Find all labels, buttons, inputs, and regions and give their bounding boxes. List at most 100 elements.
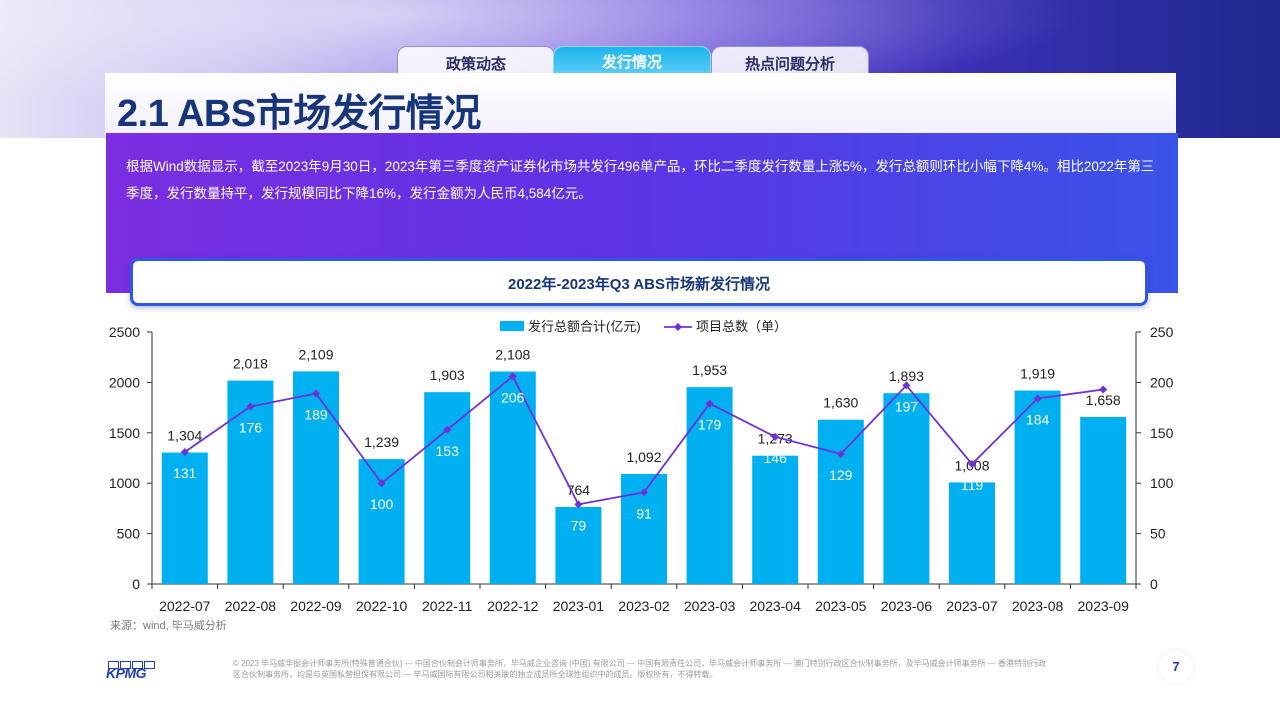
right-tick-label: 200 (1150, 374, 1174, 390)
chart-title-box: 2022年-2023年Q3 ABS市场新发行情况 (130, 258, 1148, 306)
project-count-point (902, 381, 911, 390)
bar-2023-02 (621, 473, 667, 584)
bar-value-label: 1,008 (954, 457, 989, 473)
bar-value-label: 1,239 (364, 434, 399, 450)
bar-value-label: 1,304 (167, 428, 202, 444)
project-count-point (312, 389, 320, 398)
project-count-point (640, 488, 648, 497)
left-tick-label: 1000 (109, 475, 140, 491)
bar-value-label: 1,092 (626, 449, 661, 465)
x-tick-label: 2023-07 (946, 598, 998, 614)
project-count-point (705, 399, 714, 408)
x-tick-label: 2023-02 (618, 598, 670, 614)
source-note: 来源：wind, 毕马威分析 (110, 620, 227, 632)
project-count-label: 189 (304, 406, 328, 422)
x-tick-label: 2023-01 (553, 598, 605, 614)
left-tick-label: 2000 (109, 374, 140, 390)
left-tick-label: 1500 (109, 425, 140, 441)
logo-boxes-icon (108, 656, 158, 669)
x-tick-label: 2023-09 (1078, 598, 1130, 614)
project-count-point (771, 432, 780, 441)
bar-2023-05 (817, 419, 864, 584)
project-count-label: 129 (829, 467, 853, 483)
x-tick-label: 2022-10 (356, 598, 408, 614)
bar-value-label: 1,919 (1020, 366, 1055, 382)
bar-value-label: 2,018 (233, 356, 268, 372)
legend-bar-swatch (500, 321, 524, 331)
project-count-point (968, 460, 976, 469)
right-tick-label: 0 (1150, 576, 1158, 592)
x-tick-label: 2023-04 (750, 598, 802, 614)
x-tick-label: 2022-08 (225, 598, 277, 614)
x-tick-label: 2023-06 (881, 598, 933, 614)
project-count-label: 131 (173, 465, 197, 481)
project-count-label: 176 (239, 420, 263, 436)
project-count-label: 91 (636, 505, 652, 521)
x-tick-label: 2022-07 (159, 598, 211, 614)
project-count-point (1099, 385, 1108, 394)
project-count-label: 153 (436, 443, 460, 459)
summary-text: 根据Wind数据显示，截至2023年9月30日，2023年第三季度资产证券化市场… (126, 159, 1155, 201)
right-tick-label: 50 (1150, 526, 1166, 542)
bar-2022-10 (358, 459, 405, 584)
project-count-point (1033, 394, 1042, 403)
bar-2023-04 (752, 455, 799, 584)
right-tick-label: 150 (1150, 425, 1174, 441)
project-count-point (377, 479, 386, 488)
bar-2023-09 (1080, 416, 1127, 584)
x-tick-label: 2023-05 (815, 598, 867, 614)
project-count-label: 119 (961, 477, 984, 493)
left-tick-label: 2500 (109, 324, 140, 340)
project-count-label: 184 (1026, 412, 1050, 428)
bar-value-label: 1,658 (1086, 392, 1121, 408)
project-count-point (508, 372, 517, 381)
project-count-label: 206 (501, 389, 525, 405)
bar-value-label: 764 (567, 482, 591, 498)
project-count-point (836, 449, 845, 458)
logo-text: KPMG (106, 665, 147, 681)
project-count-label: 100 (370, 496, 394, 512)
x-tick-label: 2022-12 (487, 598, 539, 614)
bar-2022-12 (489, 371, 536, 584)
bar-value-label: 1,630 (823, 395, 858, 411)
bar-value-label: 1,273 (758, 431, 793, 447)
bar-2022-07 (161, 452, 208, 584)
x-tick-label: 2022-09 (290, 598, 342, 614)
right-tick-label: 100 (1150, 475, 1174, 491)
bar-value-label: 1,893 (889, 368, 924, 384)
left-tick-label: 500 (117, 526, 141, 542)
x-tick-label: 2023-08 (1012, 598, 1064, 614)
title-bar (105, 73, 1176, 135)
bar-value-label: 1,953 (692, 362, 727, 378)
bar-value-label: 2,108 (495, 347, 530, 363)
project-count-label: 193 (1092, 402, 1116, 418)
footer-disclaimer: © 2023 毕马威华振会计师事务所(特殊普通合伙) — 中国合伙制会计师事务所… (233, 659, 1047, 679)
page-number: 7 (1157, 648, 1195, 686)
legend-bar-label: 发行总额合计(亿元) (528, 319, 641, 334)
project-count-line (184, 374, 1104, 506)
bar-2022-08 (227, 380, 274, 584)
bar-value-label: 1,903 (430, 367, 465, 383)
bar-2023-08 (1014, 390, 1061, 584)
project-count-label: 179 (698, 417, 722, 433)
bar-2022-11 (424, 392, 471, 584)
legend-line-label: 项目总数（单） (696, 319, 787, 334)
project-count-label: 146 (764, 450, 788, 466)
bar-2023-07 (949, 482, 995, 584)
project-count-point (443, 425, 452, 434)
bar-2023-03 (686, 387, 733, 584)
left-tick-label: 0 (132, 576, 140, 592)
bar-2023-06 (883, 393, 930, 584)
bar-2022-09 (293, 371, 339, 584)
project-count-point (246, 402, 255, 411)
project-count-point (180, 447, 189, 456)
x-tick-label: 2022-11 (422, 598, 473, 614)
right-tick-label: 250 (1150, 324, 1174, 340)
x-tick-label: 2023-03 (684, 598, 736, 614)
kpmg-logo: KPMG (106, 656, 158, 682)
legend-line-marker (674, 323, 682, 331)
bar-value-label: 2,109 (298, 346, 333, 362)
page-title: 2.1 ABS市场发行情况 (117, 93, 481, 135)
bar-2023-01 (555, 506, 602, 584)
